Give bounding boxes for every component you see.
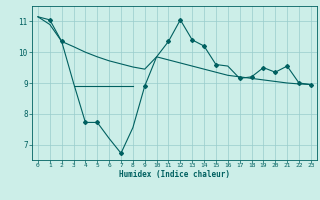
X-axis label: Humidex (Indice chaleur): Humidex (Indice chaleur) bbox=[119, 170, 230, 179]
